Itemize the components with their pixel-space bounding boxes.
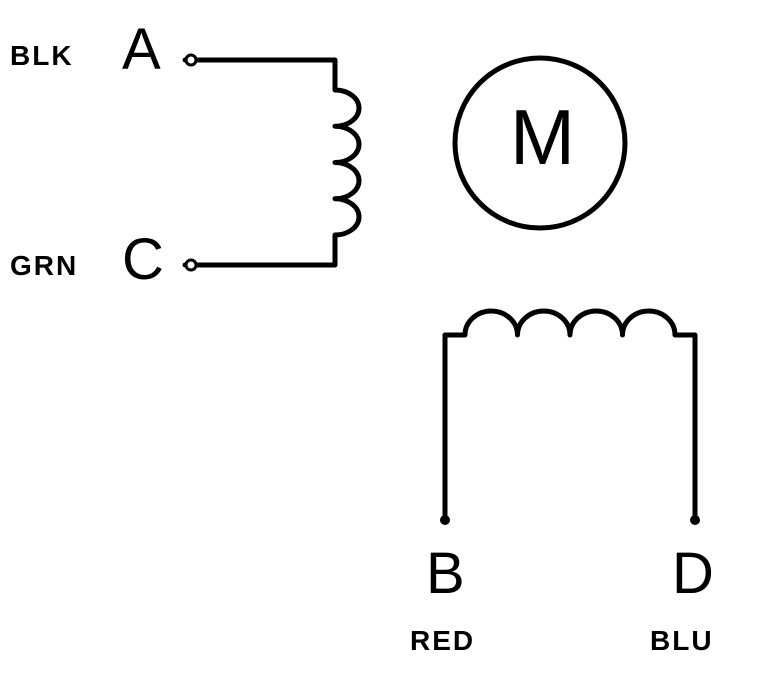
terminal-label-c: C <box>122 226 164 293</box>
schematic-svg <box>0 0 766 700</box>
wire-label-blk: BLK <box>10 40 74 72</box>
schematic-canvas: BLK GRN RED BLU A C B D M <box>0 0 766 700</box>
wire-label-blu: BLU <box>650 625 714 657</box>
wire-label-red: RED <box>410 625 475 657</box>
terminal-label-b: B <box>426 540 465 607</box>
terminal-label-d: D <box>672 540 714 607</box>
terminal-label-a: A <box>122 16 161 83</box>
motor-label: M <box>510 92 575 183</box>
wire-label-grn: GRN <box>10 250 78 282</box>
